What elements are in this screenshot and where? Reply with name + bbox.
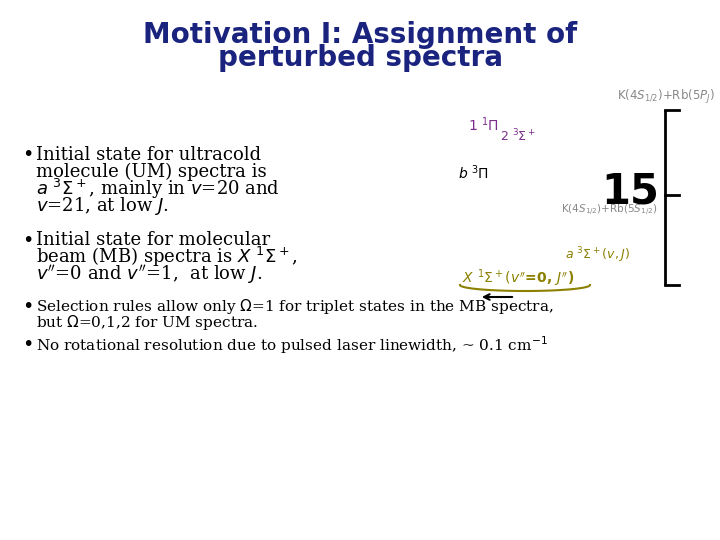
Text: •: • bbox=[22, 231, 33, 249]
Text: $a$ $^3\Sigma^+(v, J)$: $a$ $^3\Sigma^+(v, J)$ bbox=[565, 245, 630, 265]
Text: Initial state for ultracold: Initial state for ultracold bbox=[36, 146, 261, 164]
Text: beam (MB) spectra is $X$ $^1\Sigma^+$,: beam (MB) spectra is $X$ $^1\Sigma^+$, bbox=[36, 245, 298, 269]
Text: •: • bbox=[22, 298, 33, 316]
Text: molecule (UM) spectra is: molecule (UM) spectra is bbox=[36, 163, 266, 181]
Text: K(4$S_{1/2}$)+Rb(5$S_{1/2}$): K(4$S_{1/2}$)+Rb(5$S_{1/2}$) bbox=[561, 202, 657, 218]
Text: No rotational resolution due to pulsed laser linewidth, ~ 0.1 cm$^{-1}$: No rotational resolution due to pulsed l… bbox=[36, 334, 548, 356]
Text: $a$ $^3\Sigma^+$, mainly in $v$=20 and: $a$ $^3\Sigma^+$, mainly in $v$=20 and bbox=[36, 177, 280, 201]
Text: perturbed spectra: perturbed spectra bbox=[217, 44, 503, 72]
Text: 2 $^3\Sigma^+$: 2 $^3\Sigma^+$ bbox=[500, 127, 536, 144]
Text: $v^{\prime\prime}$=0 and $v^{\prime\prime}$=1,  at low $J$.: $v^{\prime\prime}$=0 and $v^{\prime\prim… bbox=[36, 262, 262, 286]
Text: $b$ $^3\Pi$: $b$ $^3\Pi$ bbox=[458, 164, 489, 183]
Text: $X$ $^1\Sigma^+(v^{\prime\prime}$=0, $J^{\prime\prime}$): $X$ $^1\Sigma^+(v^{\prime\prime}$=0, $J^… bbox=[462, 267, 574, 289]
Text: Initial state for molecular: Initial state for molecular bbox=[36, 231, 270, 249]
Text: Selection rules allow only $\Omega$=1 for triplet states in the MB spectra,: Selection rules allow only $\Omega$=1 fo… bbox=[36, 298, 554, 316]
Text: 1 $^1\Pi$: 1 $^1\Pi$ bbox=[468, 116, 499, 134]
Text: •: • bbox=[22, 145, 33, 165]
Text: Motivation I: Assignment of: Motivation I: Assignment of bbox=[143, 21, 577, 49]
Text: but $\Omega$=0,1,2 for UM spectra.: but $\Omega$=0,1,2 for UM spectra. bbox=[36, 314, 258, 333]
Text: $v$=21, at low $J$.: $v$=21, at low $J$. bbox=[36, 195, 169, 217]
Text: 15: 15 bbox=[601, 171, 659, 213]
Text: K(4$S_{1/2}$)+Rb(5$P_J$): K(4$S_{1/2}$)+Rb(5$P_J$) bbox=[617, 88, 715, 106]
Text: •: • bbox=[22, 335, 33, 354]
